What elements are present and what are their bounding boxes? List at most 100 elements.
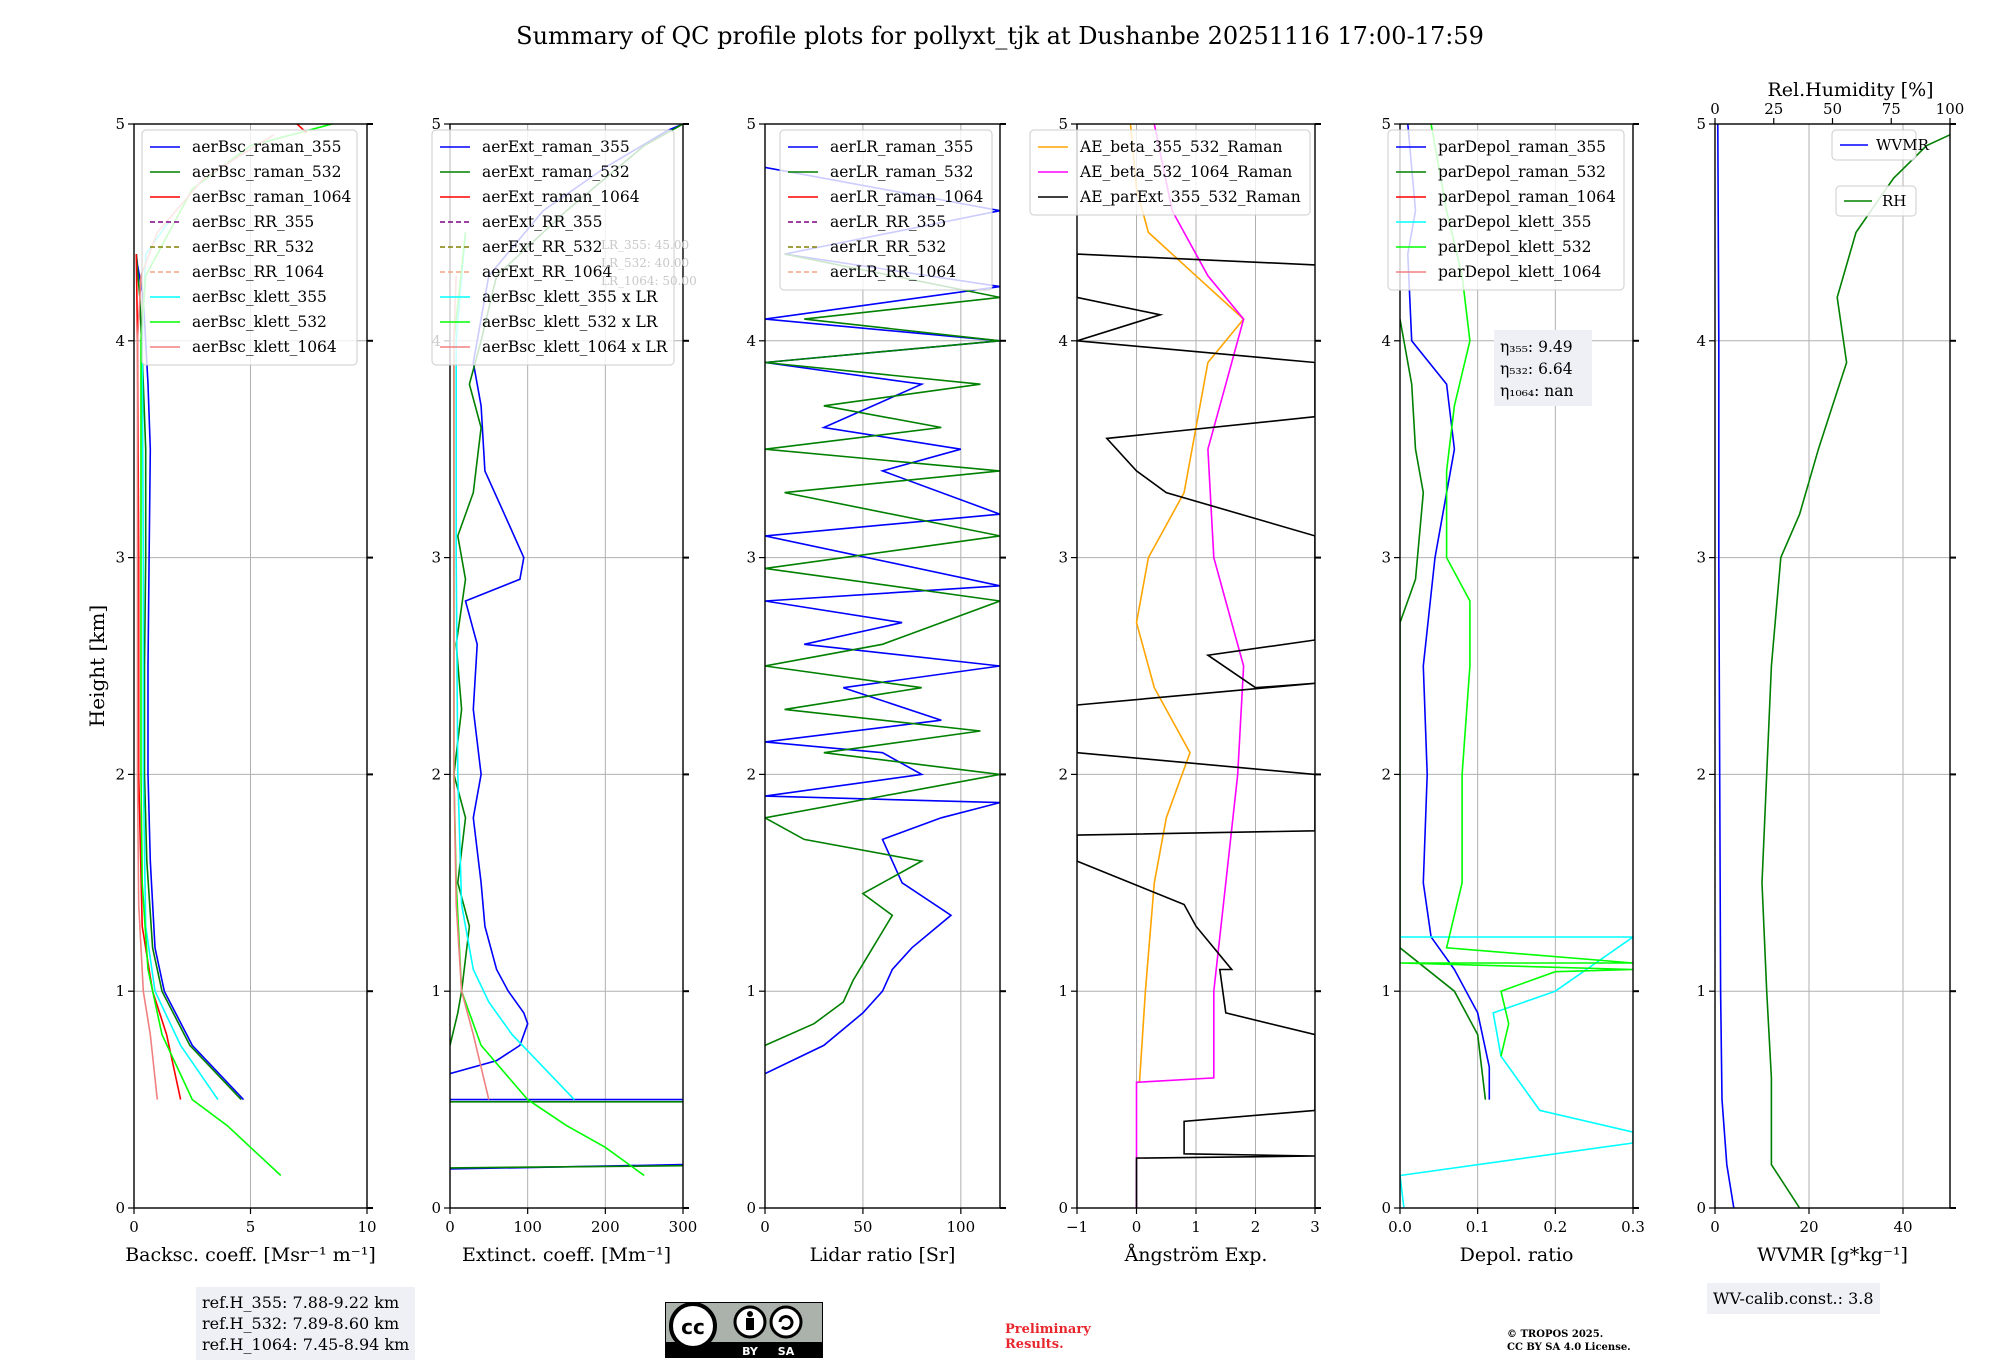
series-group — [765, 166, 1000, 1075]
preliminary-line-2: Results. — [1005, 1337, 1064, 1352]
y-tick-label: 1 — [746, 982, 756, 1000]
y-tick-label: 4 — [1058, 332, 1068, 350]
y-tick-label: 4 — [746, 332, 756, 350]
y-tick-label: 1 — [1058, 982, 1068, 1000]
x-tick-label: 300 — [669, 1218, 698, 1236]
series-line — [1129, 124, 1245, 1083]
y-tick-label: 0 — [115, 1199, 125, 1217]
x-axis-label: Depol. ratio — [1460, 1244, 1574, 1266]
legend-label: aerBsc_klett_355 x LR — [482, 288, 659, 306]
legend-label: aerExt_raman_355 — [482, 138, 630, 156]
legend: WVMR RH — [1831, 129, 1930, 217]
eta-value: η₃₅₅: 9.49 — [1500, 338, 1573, 356]
legend-label: aerBsc_klett_532 x LR — [482, 313, 659, 331]
plot-frame — [1714, 123, 1951, 1209]
lr-label: LR_1064: 50.00 — [601, 274, 697, 288]
series-line — [450, 1164, 683, 1169]
y-tick-label: 5 — [115, 115, 125, 133]
y-tick-label: 0 — [431, 1199, 441, 1217]
series-line — [1400, 124, 1633, 1057]
x2-tick-label: 50 — [1823, 100, 1842, 118]
panel-extinction: 0123450100200300Extinct. coeff. [Mm⁻¹]ae… — [431, 115, 697, 1266]
legend-label: AE_beta_532_1064_Raman — [1079, 163, 1292, 181]
y-tick-label: 4 — [115, 332, 125, 350]
x2-tick-label: 0 — [1710, 100, 1720, 118]
series-line — [765, 166, 1000, 1075]
series-line — [765, 253, 1000, 1047]
y-tick-label: 2 — [1696, 765, 1706, 783]
legend-label: aerLR_raman_532 — [830, 163, 973, 181]
x-tick-label: 0 — [1710, 1218, 1720, 1236]
legend: AE_beta_355_532_Raman AE_beta_532_1064_Ra… — [1029, 129, 1311, 216]
x-axis-label: Backsc. coeff. [Msr⁻¹ m⁻¹] — [125, 1244, 376, 1266]
x-tick-label: 100 — [513, 1218, 542, 1236]
x-tick-label: 0.2 — [1543, 1218, 1567, 1236]
y-tick-label: 5 — [1058, 115, 1068, 133]
legend-label: parDepol_raman_532 — [1438, 163, 1606, 181]
ref-height-355: ref.H_355: 7.88-9.22 km — [202, 1293, 400, 1312]
x-tick-label: 100 — [947, 1218, 976, 1236]
y-tick-label: 3 — [115, 549, 125, 567]
legend-label: aerBsc_klett_532 — [192, 313, 327, 331]
eta-box — [1494, 330, 1592, 406]
ref-height-1064: ref.H_1064: 7.45-8.94 km — [202, 1335, 410, 1354]
series-line — [1761, 134, 1950, 1208]
y-tick-label: 2 — [1058, 765, 1068, 783]
legend: aerExt_raman_355 aerExt_raman_532 aerExt_r… — [431, 129, 675, 366]
y-tick-label: 3 — [1381, 549, 1391, 567]
legend-label: aerLR_RR_355 — [830, 213, 946, 231]
legend-label: aerBsc_klett_355 — [192, 288, 327, 306]
y-tick-label: 2 — [746, 765, 756, 783]
plot-frame — [1399, 123, 1634, 1209]
legend-frame — [1835, 185, 1917, 217]
legend-frame — [141, 129, 358, 366]
wv-calib-box: WV-calib.const.: 3.8 — [1707, 1283, 1880, 1314]
y-tick-label: 5 — [746, 115, 756, 133]
y-tick-label: 3 — [746, 549, 756, 567]
y-tick-label: 0 — [746, 1199, 756, 1217]
y-tick-label: 1 — [115, 982, 125, 1000]
legend-label: parDepol_raman_1064 — [1438, 188, 1616, 206]
legend: aerLR_raman_355 aerLR_raman_532 aerLR_rama… — [779, 129, 993, 291]
lr-label: LR_532: 40.00 — [601, 256, 689, 270]
wv-calib-const: WV-calib.const.: 3.8 — [1713, 1289, 1874, 1308]
series-line — [453, 275, 490, 1100]
y-tick-label: 5 — [431, 115, 441, 133]
legend-label: RH — [1882, 192, 1906, 210]
eta-value: η₁₀₆₄: nan — [1500, 382, 1574, 400]
y-tick-label: 0 — [1381, 1199, 1391, 1217]
x-tick-label: 0.0 — [1388, 1218, 1412, 1236]
legend-label: aerExt_RR_532 — [482, 238, 603, 256]
x-tick-label: 20 — [1799, 1218, 1818, 1236]
x-tick-label: −1 — [1066, 1218, 1088, 1236]
legend-label: aerBsc_klett_1064 x LR — [482, 338, 669, 356]
y-tick-label: 0 — [1696, 1199, 1706, 1217]
legend-label: aerExt_raman_1064 — [482, 188, 640, 206]
x-axis-label: WVMR [g*kg⁻¹] — [1757, 1244, 1908, 1266]
y-tick-label: 5 — [1381, 115, 1391, 133]
legend-frame — [431, 129, 675, 366]
y-tick-label: 3 — [1696, 549, 1706, 567]
y-tick-label: 4 — [1381, 332, 1391, 350]
legend-label: AE_beta_355_532_Raman — [1079, 138, 1282, 156]
x-tick-label: 10 — [357, 1218, 376, 1236]
eta-value: η₅₃₂: 6.64 — [1500, 360, 1573, 378]
legend-frame — [1029, 129, 1311, 216]
ref-height-box: ref.H_355: 7.88-9.22 km ref.H_532: 7.89-… — [196, 1287, 416, 1360]
legend-label: aerExt_raman_532 — [482, 163, 630, 181]
legend: parDepol_raman_355 parDepol_raman_532 parD… — [1387, 129, 1625, 291]
series-line — [453, 232, 645, 1177]
x-axis-label: Lidar ratio [Sr] — [810, 1244, 956, 1266]
copyright-note: © TROPOS 2025. CC BY SA 4.0 License. — [1507, 1328, 1631, 1354]
legend: aerBsc_raman_355 aerBsc_raman_532 aerBsc_r… — [141, 129, 358, 366]
y-tick-label: 2 — [115, 765, 125, 783]
legend-label: aerExt_RR_355 — [482, 213, 603, 231]
series-line — [1717, 124, 1735, 1208]
x2-tick-label: 25 — [1764, 100, 1783, 118]
legend-label: aerLR_RR_1064 — [830, 263, 956, 281]
y-tick-label: 5 — [1696, 115, 1706, 133]
series-line — [1400, 936, 1633, 1208]
legend-label: aerLR_RR_532 — [830, 238, 946, 256]
